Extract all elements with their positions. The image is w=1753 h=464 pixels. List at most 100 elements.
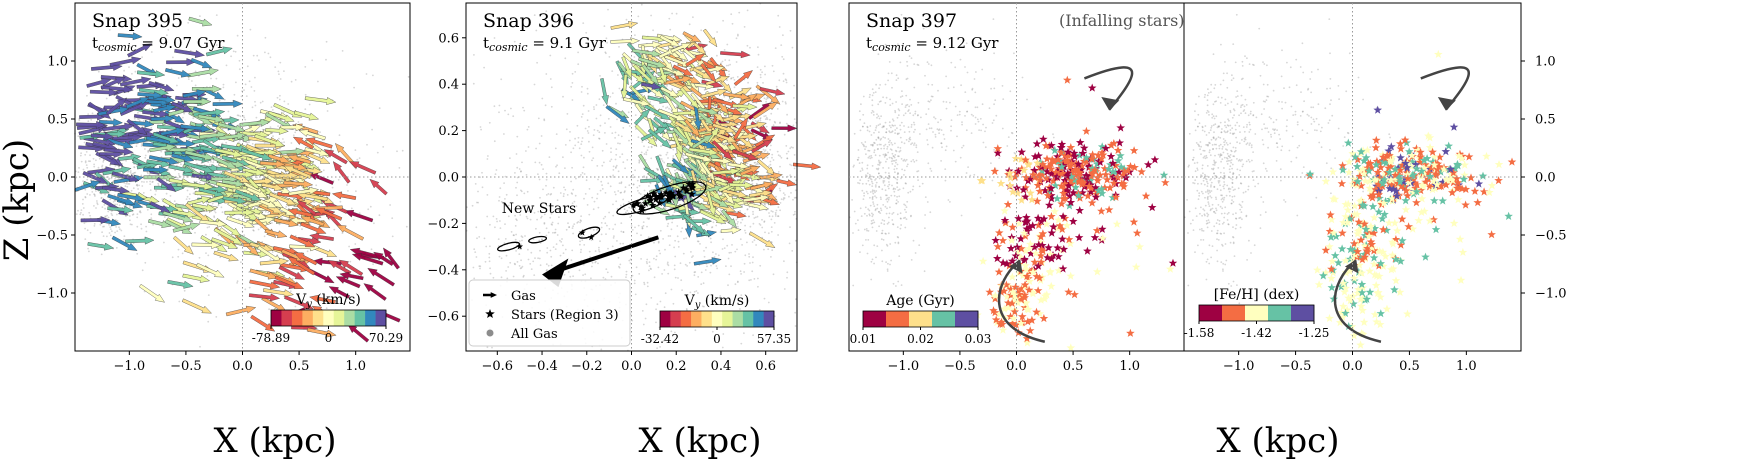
gas-point [111,230,113,233]
gas-point [677,277,679,279]
gas-point [84,161,87,164]
gas-point [871,212,873,215]
gas-point [89,154,91,157]
gas-point [885,96,888,99]
gas-point [590,277,592,280]
colorbar-segment [281,310,293,326]
gas-point [912,159,915,161]
gas-point [182,116,184,119]
gas-arrow [363,283,387,301]
gas-point [893,194,896,197]
gas-point [317,80,319,83]
gas-point [150,127,153,129]
gas-point [878,161,881,163]
gas-point [614,223,617,226]
gas-point [933,116,935,119]
gas-point [889,243,892,245]
gas-point [906,165,908,168]
colorbar-segment [375,310,387,326]
gas-point [516,135,519,138]
colorbar-segment [365,310,376,326]
gas-point [765,98,768,101]
gas-point [985,126,987,129]
gas-point [879,123,881,126]
gas-point [585,179,588,182]
gas-point [607,247,609,250]
gas-point [522,274,525,277]
gas-point [878,159,880,162]
gas-point [894,165,896,168]
gas-point [100,196,103,199]
gas-point [892,119,895,122]
gas-point [178,300,181,303]
gas-point [95,159,97,162]
gas-point [862,95,865,98]
gas-point [94,195,96,197]
gas-point [866,214,868,217]
gas-point [715,265,718,267]
gas-point [627,111,630,114]
gas-point [115,247,118,249]
gas-point [772,273,775,276]
gas-point [793,97,795,99]
gas-point [130,189,133,192]
gas-point [777,206,780,209]
gas-point [518,265,521,267]
gas-point [494,173,497,176]
gas-point [956,114,959,116]
gas-point [617,74,619,76]
star-marker [1159,170,1169,179]
gas-point [898,255,901,257]
gas-point [900,177,902,180]
gas-point [905,218,908,221]
gas-point [875,126,877,129]
gas-point [638,192,641,194]
gas-point [562,156,564,159]
gas-point [743,271,745,273]
gas-point [522,106,524,109]
gas-point [965,172,968,174]
panel-title: Snap 396 [483,10,574,32]
gas-point [609,160,611,163]
gas-point [165,192,168,195]
gas-point [885,128,888,130]
gas-point [109,234,112,237]
gas-point [209,164,211,166]
gas-point [132,213,135,216]
gas-point [865,145,867,148]
gas-point [676,235,679,238]
gas-point [195,180,198,183]
gas-point [592,157,595,160]
gas-point [721,248,724,250]
gas-point [988,107,991,110]
gas-point [752,210,754,213]
gas-point [905,211,907,214]
gas-point [653,276,656,279]
gas-point [898,195,901,198]
gas-point [512,275,515,278]
gas-point [567,271,570,273]
gas-arrow [309,294,336,304]
gas-point [572,232,574,235]
gas-point [763,248,765,251]
gas-point [483,66,485,69]
gas-point [104,215,107,218]
gas-point [542,188,544,191]
colorbar-tick-label: 70.29 [369,331,403,345]
gas-point [878,87,880,90]
gas-point [101,174,104,177]
gas-point [895,199,898,202]
gas-point [886,245,889,247]
gas-point [235,81,237,84]
gas-point [871,182,874,185]
gas-point [884,171,887,174]
gas-point [248,271,251,273]
gas-point [163,216,166,218]
gas-point [673,211,676,214]
gas-point [591,261,594,264]
gas-point [869,204,872,207]
gas-point [880,238,883,241]
gas-point [767,301,770,304]
gas-point [615,148,618,151]
gas-point [206,275,209,277]
